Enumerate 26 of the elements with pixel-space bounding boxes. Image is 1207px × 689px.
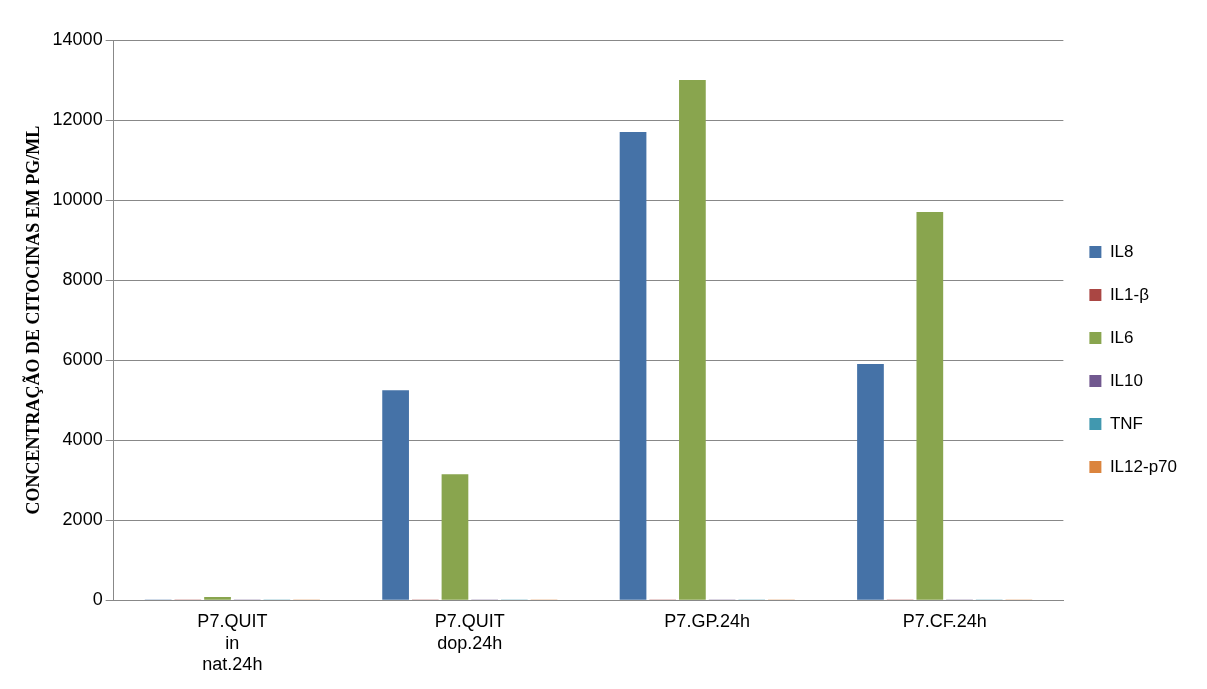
bar [382,390,409,600]
bar [857,364,884,600]
legend-label: IL12-p70 [1109,456,1178,476]
y-tick-label: 14000 [52,28,103,49]
legend-label: TNF [1109,413,1143,433]
y-tick-label: 8000 [62,269,103,290]
bar [441,474,469,600]
y-tick-label: 10000 [52,189,103,210]
x-tick-label: P7.QUIT dop.24h [434,610,505,653]
y-axis-title: CONCENTRAÇÃO DE CITOCINAS EM PG/ML [22,125,44,515]
y-tick-label: 4000 [62,429,103,450]
bar [679,80,706,600]
bar [204,597,231,600]
legend-label: IL1-β [1109,284,1150,304]
y-tick-label: 6000 [62,349,103,370]
bar [619,132,647,600]
x-tick-label: P7.CF.24h [902,610,987,631]
y-tick-label: 12000 [52,109,103,129]
bar [916,212,944,600]
y-tick-label: 2000 [62,509,103,530]
legend-label: IL6 [1109,327,1134,347]
legend-label: IL10 [1109,370,1143,390]
x-tick-label: P7.QUIT in nat.24h [197,610,268,675]
legend-label: IL8 [1109,241,1134,261]
y-tick-label: 0 [92,589,103,610]
x-tick-label: P7.GP.24h [664,610,751,631]
